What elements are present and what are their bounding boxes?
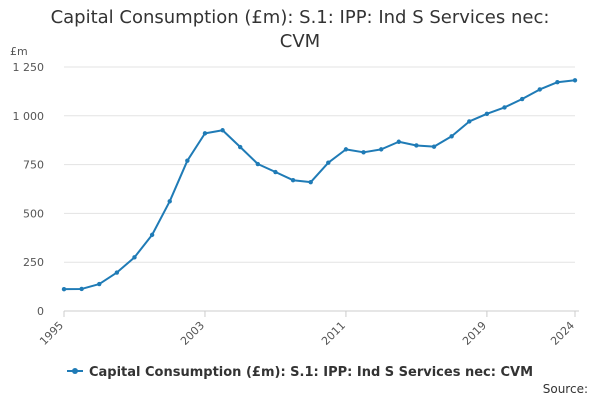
source-label: Source: <box>542 382 588 396</box>
data-point <box>114 270 120 275</box>
data-point <box>220 128 225 133</box>
legend-line-marker-icon <box>66 367 83 374</box>
legend: Capital Consumption (£m): S.1: IPP: Ind … <box>0 365 600 380</box>
y-axis-label: £m <box>10 45 28 58</box>
gridlines <box>64 66 575 263</box>
data-point <box>361 150 366 155</box>
chart-title-line-1: Capital Consumption (£m): S.1: IPP: Ind … <box>50 7 550 28</box>
data-point <box>396 139 401 144</box>
x-tick-label: 2024 <box>548 319 577 348</box>
data-point <box>326 160 331 165</box>
chart-title: Capital Consumption (£m): S.1: IPP: Ind … <box>0 6 600 54</box>
y-tick-label: 1 250 <box>13 61 45 74</box>
legend-label: Capital Consumption (£m): S.1: IPP: Ind … <box>88 365 534 380</box>
x-axis: 1995 2003 2011 2019 2024 <box>37 310 579 348</box>
data-point <box>290 178 296 183</box>
data-point <box>61 286 67 292</box>
series-group <box>61 78 578 292</box>
y-tick-label: 750 <box>23 159 44 172</box>
data-point <box>132 255 137 260</box>
data-point <box>414 143 419 148</box>
x-tick-label: 2019 <box>460 319 489 348</box>
series-line <box>63 79 576 291</box>
y-axis: 0 250 500 750 1 000 1 250 <box>13 61 45 318</box>
data-point <box>431 144 437 149</box>
chart-title-line-2: CVM <box>279 31 321 52</box>
data-point <box>273 169 278 175</box>
x-tick-label: 2003 <box>178 319 207 348</box>
data-point <box>378 147 384 152</box>
data-point <box>502 105 507 110</box>
data-point <box>185 158 190 163</box>
y-tick-label: 250 <box>23 256 44 269</box>
data-point <box>343 147 349 152</box>
data-point <box>238 144 243 150</box>
data-point <box>255 161 261 167</box>
y-tick-label: 1 000 <box>13 110 45 123</box>
y-tick-label: 0 <box>37 305 44 318</box>
data-point <box>572 78 578 83</box>
y-tick-label: 500 <box>23 207 44 220</box>
data-point <box>519 96 525 102</box>
data-point <box>467 119 472 124</box>
data-point <box>97 281 102 287</box>
x-tick-label: 1995 <box>37 319 66 348</box>
data-point <box>308 179 313 185</box>
x-tick-label: 2011 <box>319 319 348 348</box>
data-point <box>167 199 172 204</box>
data-point <box>537 87 542 92</box>
data-point <box>449 134 454 139</box>
data-point <box>555 80 560 85</box>
data-point <box>149 232 155 238</box>
data-point <box>202 131 208 136</box>
data-point <box>79 286 84 292</box>
data-point <box>484 111 490 117</box>
